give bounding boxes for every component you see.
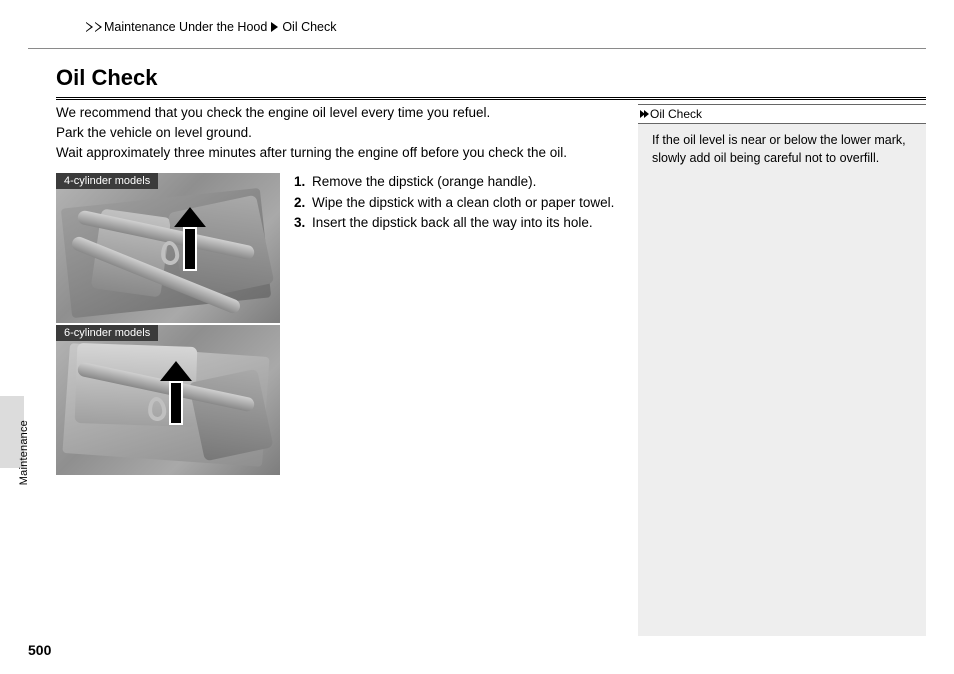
intro-line: Wait approximately three minutes after t… [56,144,616,162]
up-arrow-icon [160,361,192,425]
figure-4cyl: 4-cylinder models [56,173,280,323]
up-arrow-icon [174,207,206,271]
page-title: Oil Check [56,65,926,97]
intro-line: Park the vehicle on level ground. [56,124,616,142]
main-column: We recommend that you check the engine o… [56,104,616,636]
figure-label: 6-cylinder models [56,325,158,341]
figure-label: 4-cylinder models [56,173,158,189]
steps-list: Remove the dipstick (orange handle). Wip… [294,173,616,475]
step-item: Insert the dipstick back all the way int… [294,214,616,233]
page-container: Maintenance Under the Hood Oil Check Oil… [0,0,954,674]
sidebox-header: Oil Check [638,104,926,124]
breadcrumb-level2: Oil Check [282,20,336,34]
figure-6cyl: 6-cylinder models [56,325,280,475]
breadcrumb: Maintenance Under the Hood Oil Check [28,20,926,49]
breadcrumb-level1: Maintenance Under the Hood [104,20,267,34]
chevron-right-icon [640,110,648,118]
sidebox-body: If the oil level is near or below the lo… [638,124,926,636]
figures: 4-cylinder models 6-cylinder models [56,173,280,475]
step-item: Wipe the dipstick with a clean cloth or … [294,194,616,213]
page-number: 500 [28,642,51,658]
intro-text: We recommend that you check the engine o… [56,104,616,163]
intro-line: We recommend that you check the engine o… [56,104,616,122]
figure-and-steps: 4-cylinder models 6-cylinder models [56,173,616,475]
breadcrumb-arrow-icon [95,22,102,32]
sidebox-text: If the oil level is near or below the lo… [652,133,906,165]
breadcrumb-arrow-icon [86,22,93,32]
side-column: Oil Check If the oil level is near or be… [638,104,926,636]
heading-rule [56,97,926,100]
step-item: Remove the dipstick (orange handle). [294,173,616,192]
content-columns: We recommend that you check the engine o… [56,104,926,636]
breadcrumb-arrow-icon [271,22,278,32]
sidebox-title: Oil Check [650,107,702,121]
